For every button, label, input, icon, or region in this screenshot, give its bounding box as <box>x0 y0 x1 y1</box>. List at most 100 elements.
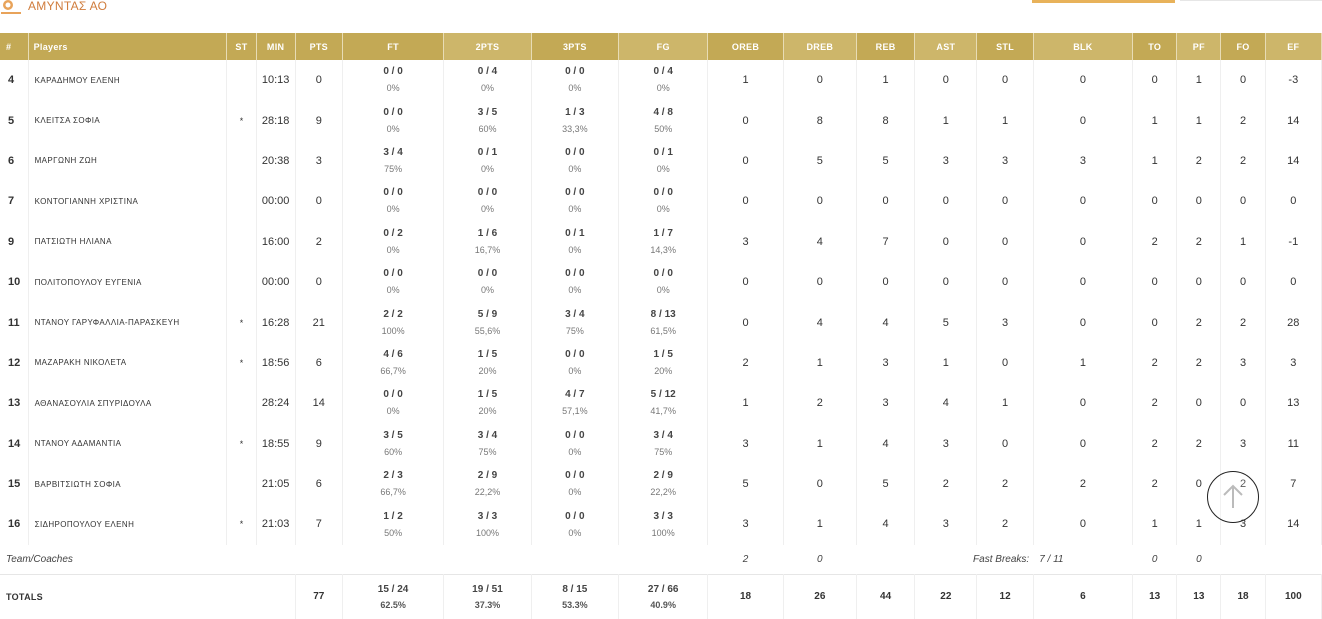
ft: 4 / 6 66,7% <box>342 342 445 384</box>
totals-stl: 12 <box>976 574 1034 619</box>
player-row: 14 ΝΤΑΝΟΥ ΑΔΑΜΑΝΤΙΑ * 18:55 9 3 / 5 60% 3 / 4 75… <box>0 423 1322 464</box>
minutes: 21:03 <box>256 504 296 545</box>
ast: 3 <box>914 140 978 182</box>
to: 1 <box>1132 140 1178 182</box>
starter-mark <box>226 221 257 262</box>
col-2pts[interactable]: 2PTS <box>443 33 532 60</box>
col-fg[interactable]: FG <box>618 33 709 60</box>
3pts: 0 / 0 0% <box>531 261 620 303</box>
totals-3pts: 8 / 15 53.3% <box>531 574 620 619</box>
pf: 2 <box>1176 302 1222 343</box>
pf: 2 <box>1176 140 1222 182</box>
reb: 3 <box>856 383 916 424</box>
player-name[interactable]: ΜΑΖΑΡΑΚΗ ΝΙΚΟΛΕΤΑ <box>28 342 228 384</box>
minutes: 28:18 <box>256 100 296 141</box>
3pts-made: 0 / 0 <box>565 268 585 280</box>
stl: 1 <box>976 100 1034 141</box>
team-name[interactable]: ΑΜΥΝΤΑΣ ΑΟ <box>28 0 108 13</box>
3pts-pct: 0% <box>568 244 582 255</box>
starter-mark: * <box>226 100 257 141</box>
ef: 0 <box>1265 261 1322 303</box>
col-pf[interactable]: PF <box>1176 33 1222 60</box>
reb: 0 <box>856 181 916 222</box>
player-name[interactable]: ΚΟΝΤΟΓΙΑΝΝΗ ΧΡΙΣΤΙΝΑ <box>28 181 228 222</box>
starter-mark <box>226 463 257 505</box>
ef: 14 <box>1265 140 1322 182</box>
to: 0 <box>1132 181 1178 222</box>
totals-ft-pct: 62.5% <box>380 599 406 610</box>
fo: 2 <box>1220 302 1266 343</box>
ft: 3 / 5 60% <box>342 423 445 464</box>
col-3pts[interactable]: 3PTS <box>531 33 620 60</box>
to: 2 <box>1132 221 1178 262</box>
player-name[interactable]: ΝΤΑΝΟΥ ΑΔΑΜΑΝΤΙΑ <box>28 423 228 464</box>
col-pts[interactable]: PTS <box>295 33 343 60</box>
reb: 1 <box>856 60 916 101</box>
scroll-to-top-button[interactable] <box>1207 471 1259 523</box>
fg: 0 / 4 0% <box>618 60 709 101</box>
player-number: 6 <box>0 140 29 182</box>
col-reb[interactable]: REB <box>856 33 916 60</box>
pf: 2 <box>1176 221 1222 262</box>
col-ef[interactable]: EF <box>1265 33 1322 60</box>
fg-pct: 14,3% <box>650 244 676 255</box>
minutes: 18:55 <box>256 423 296 464</box>
player-row: 4 ΚΑΡΑΔΗΜΟΥ ΕΛΕΝΗ 10:13 0 0 / 0 0% 0 / 4 0% 0 / … <box>0 60 1322 101</box>
stl: 0 <box>976 261 1034 303</box>
ef: 28 <box>1265 302 1322 343</box>
col-oreb[interactable]: OREB <box>707 33 784 60</box>
oreb: 2 <box>707 342 784 384</box>
fg-pct: 0% <box>656 164 670 175</box>
player-name[interactable]: ΠΟΛΙΤΟΠΟΥΛΟΥ ΕΥΓΕΝΙΑ <box>28 261 228 303</box>
2pts-made: 1 / 5 <box>477 349 498 361</box>
totals-3pts-pct: 53.3% <box>562 599 588 610</box>
player-name[interactable]: ΚΛΕΙΤΣΑ ΣΟΦΙΑ <box>28 100 228 141</box>
col-players[interactable]: Players <box>28 33 228 60</box>
3pts-pct: 0% <box>568 164 582 175</box>
player-name[interactable]: ΒΑΡΒΙΤΣΙΩΤΗ ΣΟΦΙΑ <box>28 463 228 505</box>
ft-pct: 66,7% <box>380 487 406 498</box>
col-min[interactable]: MIN <box>256 33 296 60</box>
fg-made: 4 / 8 <box>653 106 673 118</box>
player-name[interactable]: ΜΑΡΓΩΝΗ ΖΩΗ <box>28 140 228 182</box>
col-dreb[interactable]: DREB <box>783 33 857 60</box>
fg-made: 8 / 13 <box>650 308 676 320</box>
3pts-pct: 0% <box>568 285 582 296</box>
fo: 1 <box>1220 221 1266 262</box>
col-ast[interactable]: AST <box>914 33 978 60</box>
pf: 0 <box>1176 181 1222 222</box>
minutes: 28:24 <box>256 383 296 424</box>
2pts-pct: 16,7% <box>474 244 501 255</box>
3pts-made: 0 / 0 <box>565 349 585 361</box>
fg-pct: 61,5% <box>650 325 676 336</box>
starter-mark: * <box>226 342 257 384</box>
col-number[interactable]: # <box>0 33 29 60</box>
player-row: 10 ΠΟΛΙΤΟΠΟΥΛΟΥ ΕΥΓΕΝΙΑ 00:00 0 0 / 0 0% 0 / 0… <box>0 261 1322 303</box>
player-name[interactable]: ΝΤΑΝΟΥ ΓΑΡΥΦΑΛΛΙΑ-ΠΑΡΑΣΚΕΥΗ <box>28 302 228 343</box>
fg: 1 / 5 20% <box>618 342 709 384</box>
player-name[interactable]: ΠΑΤΣΙΩΤΗ ΗΛΙΑΝΑ <box>28 221 228 262</box>
stl: 3 <box>976 140 1034 182</box>
ft: 0 / 0 0% <box>342 100 445 141</box>
col-stl[interactable]: STL <box>976 33 1034 60</box>
ft: 0 / 0 0% <box>342 181 445 222</box>
3pts-made: 0 / 0 <box>565 429 585 441</box>
3pts: 0 / 0 0% <box>531 463 620 505</box>
col-ft[interactable]: FT <box>342 33 445 60</box>
col-st[interactable]: ST <box>226 33 257 60</box>
points: 21 <box>295 302 343 343</box>
player-name[interactable]: ΑΘΑΝΑΣΟΥΛΙΑ ΣΠΥΡΙΔΟΥΛΑ <box>28 383 228 424</box>
2pts-pct: 0% <box>480 83 494 94</box>
starter-mark <box>226 60 257 101</box>
pf: 1 <box>1176 100 1222 141</box>
starter-mark <box>226 181 257 222</box>
col-fo[interactable]: FO <box>1220 33 1266 60</box>
player-name[interactable]: ΣΙΔΗΡΟΠΟΥΛΟΥ ΕΛΕΝΗ <box>28 504 228 545</box>
totals-pf: 13 <box>1176 574 1222 619</box>
ef: 13 <box>1265 383 1322 424</box>
col-to[interactable]: TO <box>1132 33 1178 60</box>
totals-2pts-made: 19 / 51 <box>472 583 503 595</box>
col-blk[interactable]: BLK <box>1033 33 1134 60</box>
ast: 1 <box>914 342 978 384</box>
player-name[interactable]: ΚΑΡΑΔΗΜΟΥ ΕΛΕΝΗ <box>28 60 228 101</box>
